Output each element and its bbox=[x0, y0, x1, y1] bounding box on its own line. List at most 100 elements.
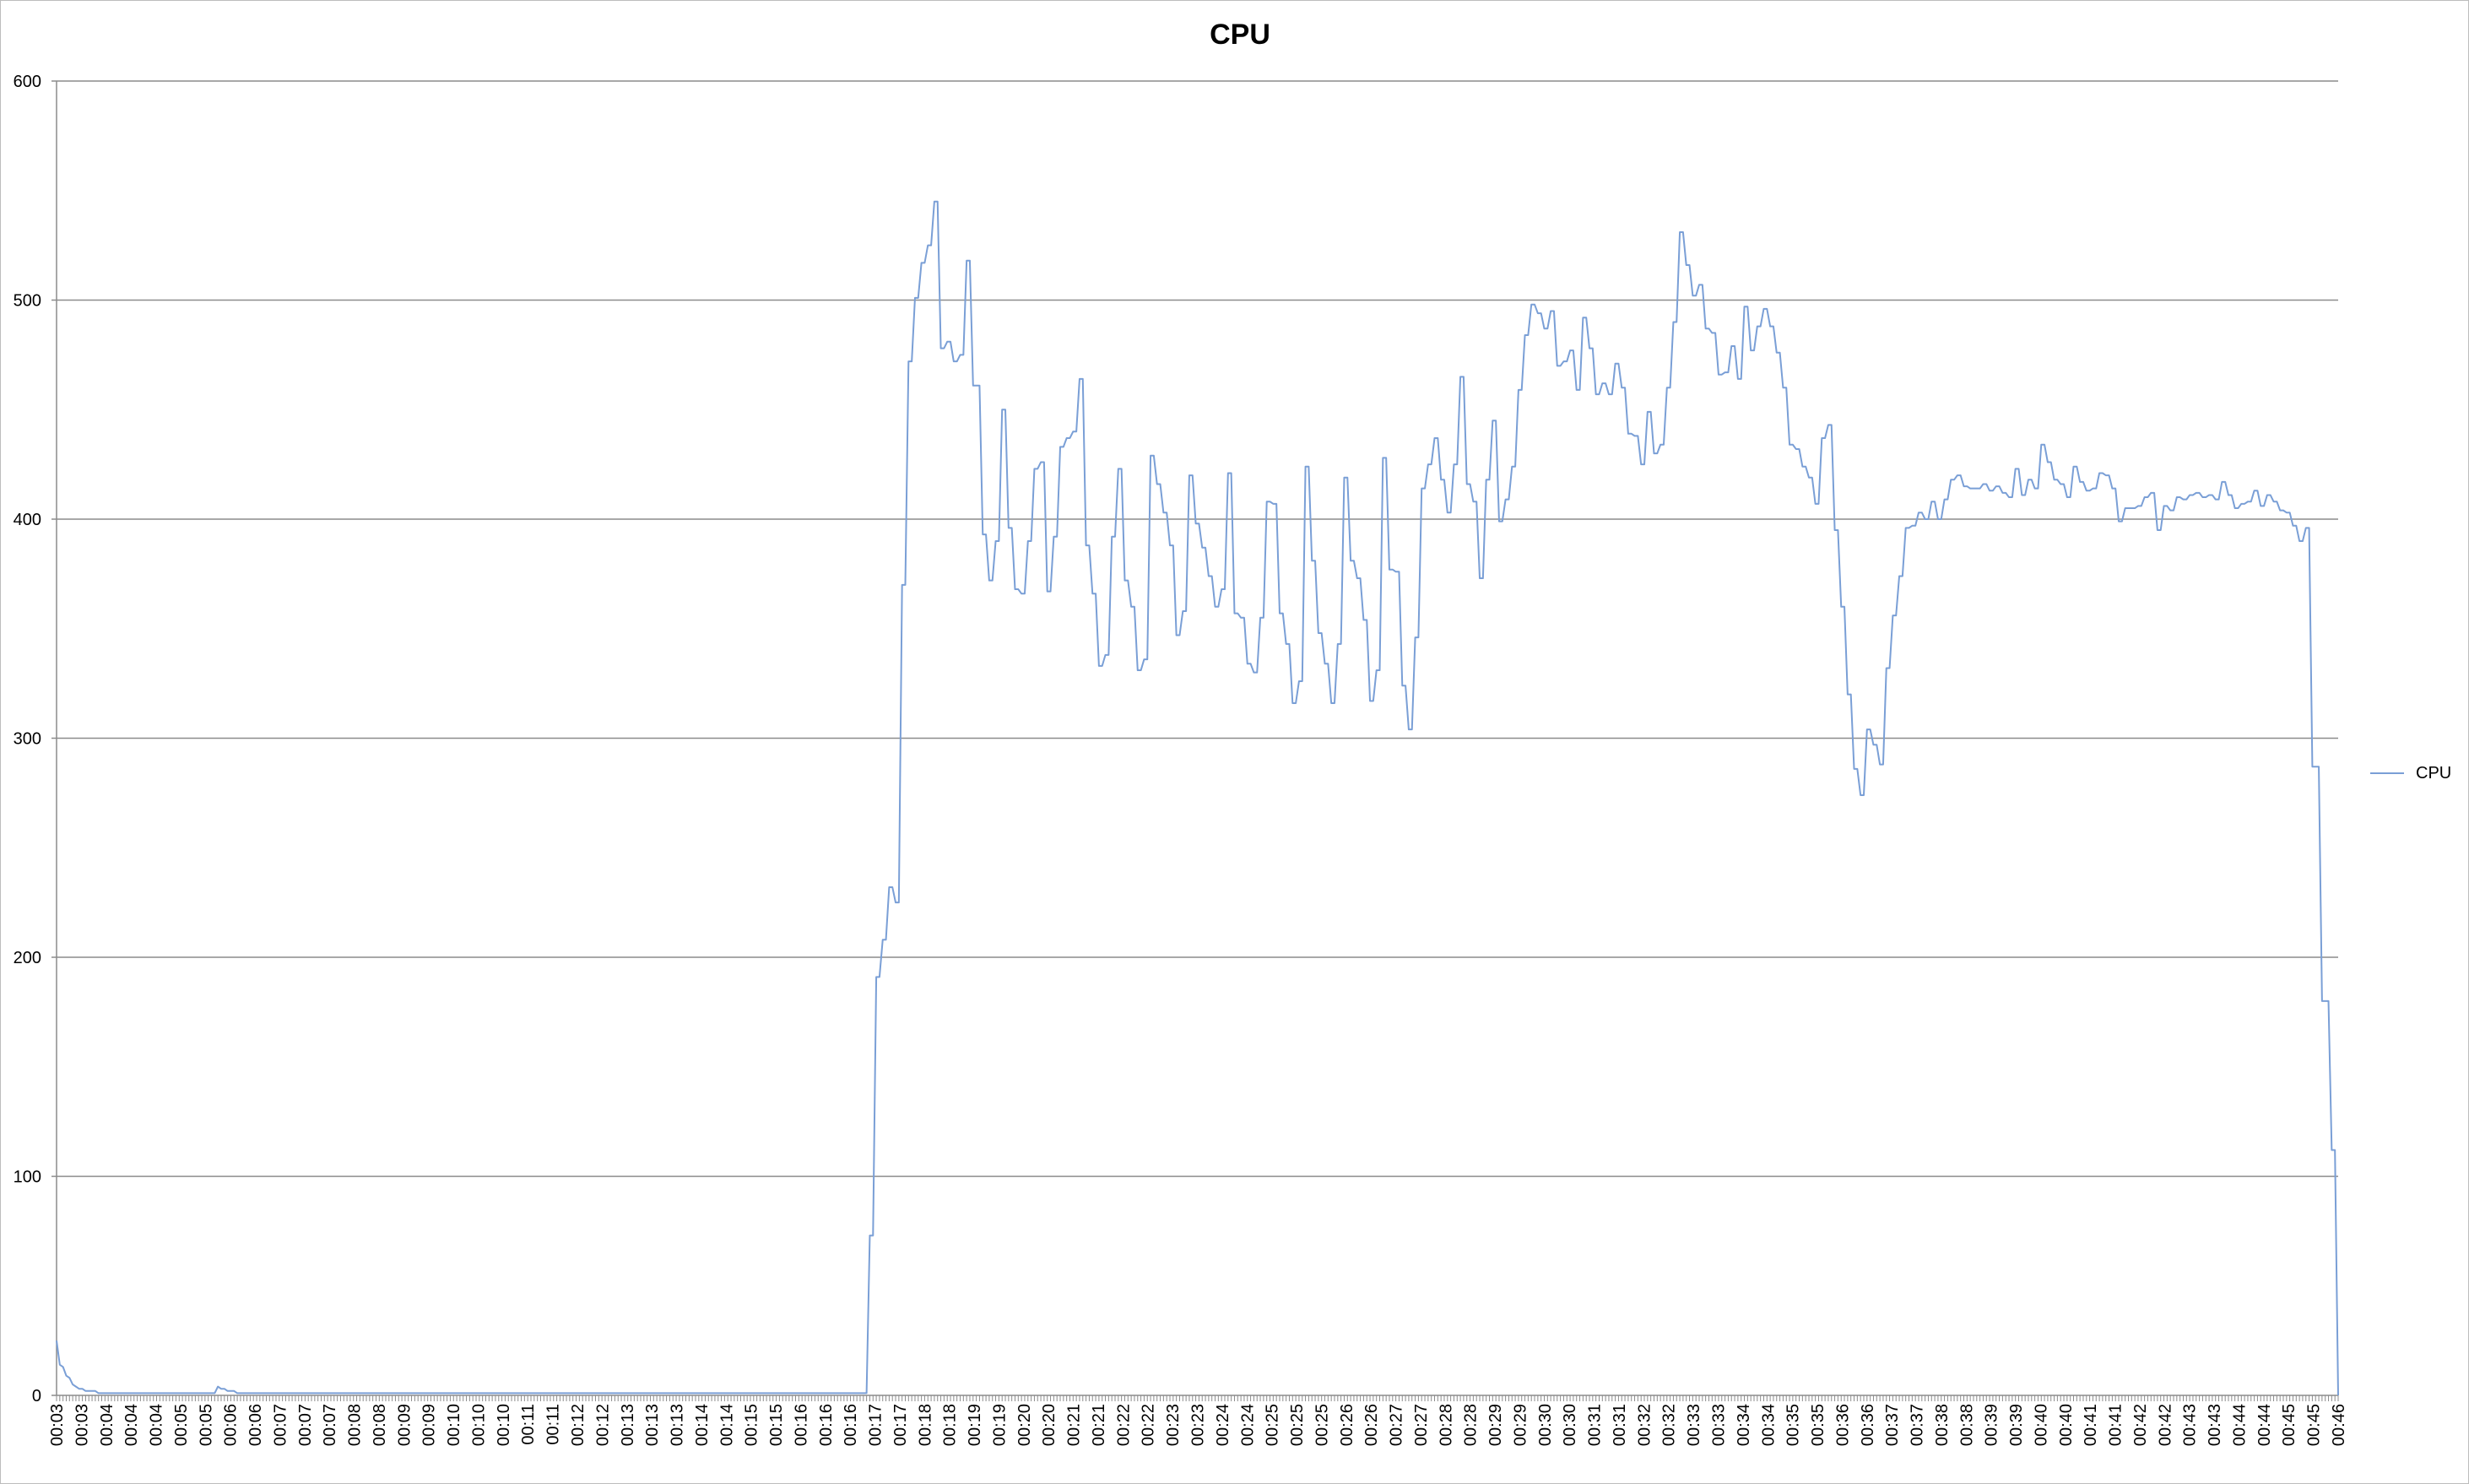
x-tick-label: 00:34 bbox=[1735, 1404, 1753, 1446]
x-tick-label: 00:14 bbox=[717, 1404, 736, 1446]
x-tick-label: 00:11 bbox=[544, 1404, 563, 1445]
x-tick-label: 00:25 bbox=[1288, 1404, 1307, 1446]
x-tick-label: 00:38 bbox=[1933, 1404, 1952, 1446]
x-tick-label: 00:31 bbox=[1611, 1404, 1629, 1446]
x-tick-label: 00:06 bbox=[246, 1404, 265, 1446]
x-tick-label: 00:08 bbox=[346, 1404, 365, 1446]
x-tick-label: 00:40 bbox=[2032, 1404, 2050, 1446]
x-tick-label: 00:30 bbox=[1536, 1404, 1555, 1446]
x-tick-label: 00:38 bbox=[1957, 1404, 1976, 1446]
legend: CPU bbox=[2370, 762, 2451, 784]
x-tick-label: 00:40 bbox=[2057, 1404, 2076, 1446]
x-tick-label: 00:27 bbox=[1412, 1404, 1431, 1446]
x-tick-label: 00:14 bbox=[693, 1404, 712, 1446]
x-tick-label: 00:39 bbox=[2007, 1404, 2026, 1446]
y-tick-label: 300 bbox=[14, 730, 41, 749]
x-tick-label: 00:05 bbox=[172, 1404, 191, 1446]
x-tick-label: 00:19 bbox=[966, 1404, 984, 1446]
x-tick-label: 00:17 bbox=[891, 1404, 910, 1446]
x-tick-label: 00:17 bbox=[867, 1404, 885, 1446]
x-tick-label: 00:09 bbox=[420, 1404, 439, 1446]
x-tick-label: 00:05 bbox=[197, 1404, 215, 1446]
x-tick-label: 00:41 bbox=[2082, 1404, 2100, 1446]
x-tick-label: 00:03 bbox=[73, 1404, 91, 1446]
x-tick-label: 00:12 bbox=[593, 1404, 612, 1446]
legend-swatch-cpu bbox=[2370, 772, 2404, 774]
x-tick-label: 00:16 bbox=[792, 1404, 810, 1446]
x-tick-label: 00:22 bbox=[1114, 1404, 1133, 1446]
x-tick-label: 00:11 bbox=[519, 1404, 538, 1445]
x-tick-label: 00:20 bbox=[1015, 1404, 1034, 1446]
x-tick-label: 00:07 bbox=[271, 1404, 290, 1446]
x-tick-label: 00:32 bbox=[1635, 1404, 1654, 1446]
x-tick-label: 00:32 bbox=[1660, 1404, 1679, 1446]
x-tick-label: 00:30 bbox=[1561, 1404, 1579, 1446]
y-tick-label: 0 bbox=[32, 1387, 41, 1405]
x-tick-label: 00:06 bbox=[222, 1404, 241, 1446]
y-tick-label: 500 bbox=[14, 292, 41, 311]
x-tick-label: 00:13 bbox=[669, 1404, 687, 1446]
y-tick-label: 600 bbox=[14, 73, 41, 91]
y-tick-label: 100 bbox=[14, 1168, 41, 1187]
x-tick-label: 00:10 bbox=[495, 1404, 513, 1446]
x-tick-label: 00:25 bbox=[1313, 1404, 1331, 1446]
x-tick-label: 00:04 bbox=[148, 1404, 166, 1446]
x-tick-label: 00:42 bbox=[2131, 1404, 2150, 1446]
x-tick-label: 00:45 bbox=[2305, 1404, 2324, 1446]
x-tick-label: 00:15 bbox=[767, 1404, 786, 1446]
x-tick-label: 00:46 bbox=[2330, 1404, 2348, 1446]
x-tick-label: 00:41 bbox=[2107, 1404, 2125, 1446]
x-tick-label: 00:26 bbox=[1338, 1404, 1356, 1446]
x-tick-label: 00:33 bbox=[1709, 1404, 1728, 1446]
series-line-cpu bbox=[56, 200, 2339, 1396]
x-tick-label: 00:21 bbox=[1090, 1404, 1108, 1446]
x-tick-label: 00:37 bbox=[1909, 1404, 1927, 1446]
x-tick-label: 00:03 bbox=[48, 1404, 67, 1446]
x-tick-label: 00:43 bbox=[2206, 1404, 2224, 1446]
x-tick-label: 00:36 bbox=[1833, 1404, 1852, 1446]
x-tick-label: 00:10 bbox=[469, 1404, 488, 1446]
x-tick-label: 00:44 bbox=[2230, 1404, 2249, 1446]
x-tick-label: 00:12 bbox=[569, 1404, 587, 1446]
x-tick-label: 00:16 bbox=[842, 1404, 860, 1446]
x-tick-label: 00:39 bbox=[1983, 1404, 2001, 1446]
x-tick-label: 00:36 bbox=[1859, 1404, 1877, 1446]
x-tick-label: 00:29 bbox=[1511, 1404, 1530, 1446]
x-tick-label: 00:35 bbox=[1784, 1404, 1803, 1446]
x-tick-label: 00:43 bbox=[2181, 1404, 2200, 1446]
x-tick-label: 00:27 bbox=[1388, 1404, 1406, 1446]
x-tick-label: 00:31 bbox=[1586, 1404, 1605, 1446]
x-tick-label: 00:19 bbox=[990, 1404, 1009, 1446]
y-tick-label: 400 bbox=[14, 511, 41, 529]
chart-title: CPU bbox=[1210, 19, 1270, 51]
x-tick-label: 00:29 bbox=[1486, 1404, 1505, 1446]
x-tick-label: 00:28 bbox=[1462, 1404, 1481, 1446]
x-tick-label: 00:16 bbox=[817, 1404, 836, 1446]
x-tick-label: 00:26 bbox=[1362, 1404, 1381, 1446]
x-tick-label: 00:35 bbox=[1809, 1404, 1827, 1446]
x-tick-label: 00:24 bbox=[1238, 1404, 1257, 1446]
x-tick-label: 00:18 bbox=[916, 1404, 934, 1446]
x-tick-label: 00:04 bbox=[98, 1404, 116, 1446]
x-tick-label: 00:33 bbox=[1685, 1404, 1703, 1446]
x-tick-label: 00:44 bbox=[2255, 1404, 2274, 1446]
x-tick-label: 00:23 bbox=[1189, 1404, 1208, 1446]
x-tick-label: 00:18 bbox=[941, 1404, 960, 1446]
x-tick-label: 00:09 bbox=[395, 1404, 414, 1446]
x-tick-label: 00:20 bbox=[1040, 1404, 1059, 1446]
x-tick-label: 00:04 bbox=[122, 1404, 141, 1446]
x-tick-label: 00:23 bbox=[1164, 1404, 1183, 1446]
x-tick-label: 00:28 bbox=[1437, 1404, 1455, 1446]
x-tick-label: 00:15 bbox=[743, 1404, 761, 1446]
x-tick-label: 00:07 bbox=[321, 1404, 339, 1446]
x-tick-label: 00:37 bbox=[1883, 1404, 1902, 1446]
x-tick-label: 00:08 bbox=[371, 1404, 389, 1446]
x-tick-label: 00:24 bbox=[1214, 1404, 1232, 1446]
x-tick-label: 00:22 bbox=[1140, 1404, 1158, 1446]
legend-label-cpu: CPU bbox=[2416, 763, 2452, 783]
x-tick-label: 00:10 bbox=[445, 1404, 463, 1446]
x-tick-label: 00:45 bbox=[2280, 1404, 2298, 1446]
x-tick-label: 00:13 bbox=[619, 1404, 637, 1446]
